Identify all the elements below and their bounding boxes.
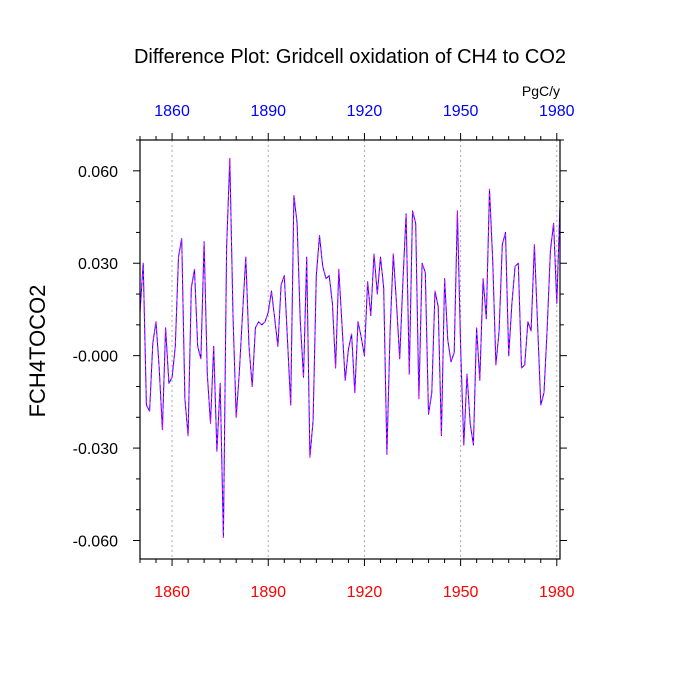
x-tick-label-top: 1890 bbox=[250, 103, 286, 120]
plot-frame bbox=[139, 139, 561, 560]
series-lines bbox=[139, 158, 561, 538]
x-tick-label-top: 1920 bbox=[347, 103, 383, 120]
x-tick-label-bottom: 1890 bbox=[250, 584, 286, 601]
units-label: PgC/y bbox=[522, 83, 560, 99]
x-tick-label-top: 1950 bbox=[443, 103, 479, 120]
chart-title: Difference Plot: Gridcell oxidation of C… bbox=[134, 46, 566, 68]
y-tick-label: -0.000 bbox=[73, 349, 118, 366]
x-tick-label-top: 1860 bbox=[154, 103, 190, 120]
series-line bbox=[139, 158, 561, 538]
x-tick-label-bottom: 1950 bbox=[443, 584, 479, 601]
x-tick-label-bottom: 1920 bbox=[347, 584, 383, 601]
y-tick-label: -0.060 bbox=[73, 534, 118, 551]
y-tick-label: 0.030 bbox=[78, 256, 118, 273]
x-tick-label-bottom: 1860 bbox=[154, 584, 190, 601]
y-axis-label: FCH4TOCO2 bbox=[25, 285, 50, 418]
x-tick-label-top: 1980 bbox=[539, 103, 575, 120]
tick-labels: 1860 1860 1890 1890 1920 1920 1950 1950 1980 1980… bbox=[73, 103, 575, 601]
x-tick-label-bottom: 1980 bbox=[539, 584, 575, 601]
y-tick-label: 0.060 bbox=[78, 164, 118, 181]
axis-ticks bbox=[133, 133, 567, 566]
y-tick-label: -0.030 bbox=[73, 441, 118, 458]
